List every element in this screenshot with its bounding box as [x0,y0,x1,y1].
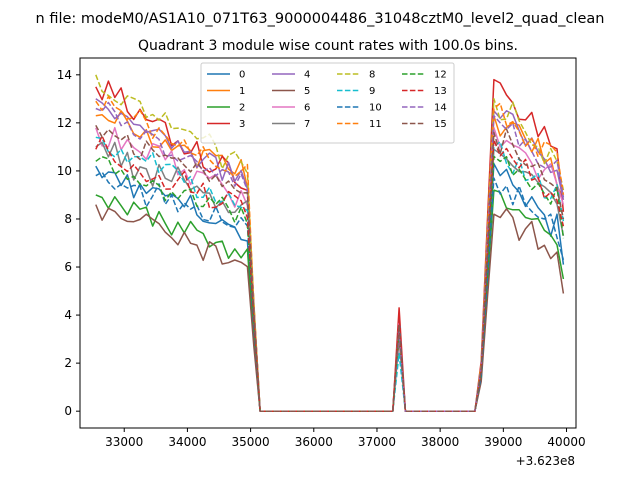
series-line-12 [95,155,565,412]
legend-label-2: 2 [239,103,245,114]
axes-frame [79,57,577,429]
legend-label-6: 6 [304,103,310,114]
legend-label-1: 1 [239,86,245,97]
y-tick-label: 14 [57,68,72,82]
x-offset-label: +3.623e8 [516,454,575,468]
y-tick-label: 12 [57,116,72,130]
legend-label-15: 15 [434,119,447,130]
series-line-8 [95,74,565,412]
x-tick-label: 40000 [547,435,585,449]
legend-label-3: 3 [239,119,245,130]
y-tick-label: 2 [64,356,72,370]
legend-label-8: 8 [369,70,375,81]
series-line-5 [95,204,565,412]
legend-label-10: 10 [369,103,382,114]
series-line-14 [95,101,565,412]
x-tick-label: 39000 [484,435,522,449]
legend-label-4: 4 [304,70,310,81]
series-layer [95,74,565,412]
series-line-15 [95,124,565,412]
series-line-10 [95,171,565,412]
figure-suptitle: n file: modeM0/AS1A10_071T63_9000004486_… [36,11,605,27]
y-tick-label: 0 [64,404,72,418]
y-tick-label: 10 [57,164,72,178]
x-tick-label: 35000 [232,435,270,449]
legend-label-11: 11 [369,119,382,130]
legend-label-9: 9 [369,86,375,97]
y-tick-label: 8 [64,212,72,226]
series-line-4 [95,98,565,412]
series-line-2 [95,189,565,412]
legend-label-7: 7 [304,119,310,130]
x-tick-label: 33000 [105,435,143,449]
y-tick-label: 6 [64,260,72,274]
series-line-7 [95,141,565,412]
x-tick-label: 36000 [295,435,333,449]
legend-box [200,62,455,144]
x-tick-label: 38000 [421,435,459,449]
legend-label-5: 5 [304,86,310,97]
legend-label-13: 13 [434,86,447,97]
series-line-9 [95,136,565,412]
series-line-13 [95,135,565,412]
legend-label-0: 0 [239,70,245,81]
chart-title: Quadrant 3 module wise count rates with … [138,38,518,54]
axes-layer: 33000 34000 35000 36000 37000 38000 39000 40000… [57,68,586,449]
x-tick-label: 34000 [168,435,206,449]
legend-label-12: 12 [434,70,447,81]
y-tick-label: 4 [64,308,72,322]
series-line-11 [95,95,565,412]
legend-label-14: 14 [434,103,447,114]
x-tick-label: 37000 [358,435,396,449]
